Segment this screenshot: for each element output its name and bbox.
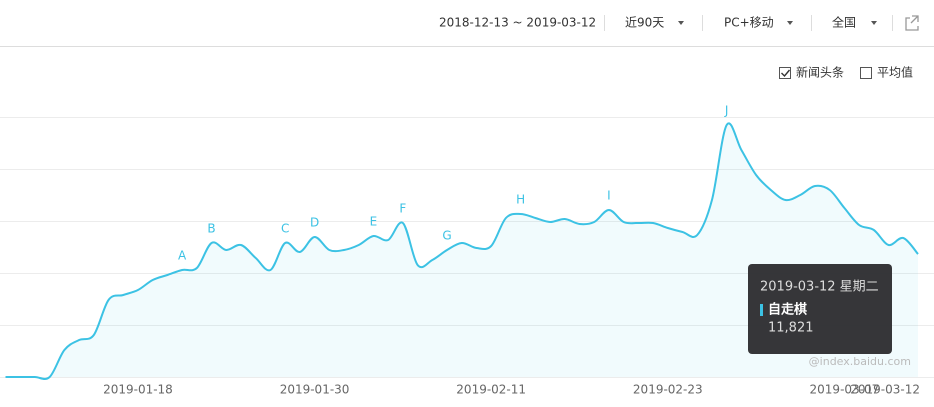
checkmark	[781, 69, 791, 78]
dropdown-arrow	[787, 21, 793, 25]
tooltip-box	[748, 264, 892, 354]
annotation: C	[281, 221, 289, 235]
annotation: D	[310, 215, 319, 229]
date-range[interactable]: 2018-12-13 ~ 2019-03-12	[439, 16, 596, 30]
plot-area: 2019-01-18 2019-01-30 2019-02-11 2019-02-23…	[0, 103, 934, 397]
x-tick-label: 2019-02-23	[633, 383, 703, 397]
x-tick-label: 2019-02-11	[456, 383, 526, 397]
annotation: J	[724, 103, 729, 117]
watermark: @index.baidu.com	[809, 355, 911, 368]
area	[5, 123, 918, 379]
checkbox[interactable]	[860, 67, 872, 79]
option-label[interactable]: 平均值	[877, 65, 913, 80]
annotation: G	[442, 228, 451, 242]
region-select[interactable]: 全国	[832, 15, 856, 30]
annotation: B	[207, 221, 215, 235]
period-select[interactable]: 近90天	[625, 16, 664, 30]
tooltip-swatch	[760, 304, 763, 316]
external-link[interactable]	[905, 15, 919, 31]
device-select[interactable]: PC+移动	[724, 16, 774, 30]
annotation: A	[178, 249, 187, 263]
annotation: E	[370, 214, 378, 228]
annotation: F	[399, 201, 406, 215]
tooltip-value: 11,821	[768, 321, 814, 336]
annotation: H	[516, 193, 525, 207]
x-tick-label: 2019-01-18	[103, 383, 173, 397]
tooltip: 2019-03-12 星期二 自走棋 11,821	[748, 264, 892, 354]
tooltip-title: 2019-03-12 星期二	[760, 280, 879, 295]
tooltip-series: 自走棋	[768, 302, 807, 318]
x-tick-label: 2019-03-07	[810, 383, 880, 397]
option-label[interactable]: 新闻头条	[796, 65, 844, 80]
dropdown-arrow	[871, 21, 877, 25]
checkbox[interactable]	[779, 67, 791, 79]
dropdown-arrow	[678, 21, 684, 25]
line	[5, 122, 919, 380]
annotation: I	[607, 188, 611, 202]
x-tick-label: 2019-01-30	[280, 383, 350, 397]
x-tick-label: 2019-03-12	[850, 383, 920, 397]
